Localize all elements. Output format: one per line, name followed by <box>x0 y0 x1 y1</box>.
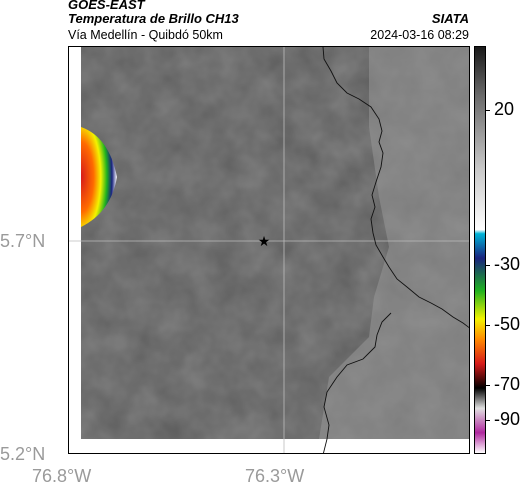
institution-label: SIATA <box>431 11 469 26</box>
colorbar-tick <box>486 265 490 266</box>
colorbar <box>474 46 486 454</box>
lat-label-5-2: 5.2°N <box>0 444 46 464</box>
department-boundary-south <box>323 312 392 453</box>
colorbar-tick <box>486 325 490 326</box>
colorbar-label: -90 <box>494 409 521 429</box>
eastern-warm-region <box>319 47 469 439</box>
colorbar-tick <box>486 420 490 421</box>
colorbar-label: -30 <box>494 254 521 274</box>
convective-cell <box>81 127 117 227</box>
satellite-title: GOES-EAST <box>68 0 145 12</box>
colorbar-tick <box>486 385 490 386</box>
product-title: Temperatura de Brillo CH13 <box>68 11 239 26</box>
colorbar-label: -50 <box>494 314 521 334</box>
lon-label-76-3: 76.3°W <box>245 466 305 486</box>
colorbar-tick <box>486 110 490 111</box>
lon-label-76-8: 76.8°W <box>32 466 92 486</box>
brightness-temperature-map[interactable]: ★ <box>68 46 470 454</box>
department-boundary <box>322 47 469 329</box>
route-subtitle: Vía Medellín - Quibdó 50km <box>68 28 223 42</box>
colorbar-label: 20 <box>494 99 515 119</box>
star-marker: ★ <box>258 234 271 250</box>
map-canvas: ★ <box>69 47 469 453</box>
colorbar-label: -70 <box>494 374 521 394</box>
lat-label-5-7: 5.7°N <box>0 231 46 251</box>
timestamp-label: 2024-03-16 08:29 <box>370 28 469 42</box>
